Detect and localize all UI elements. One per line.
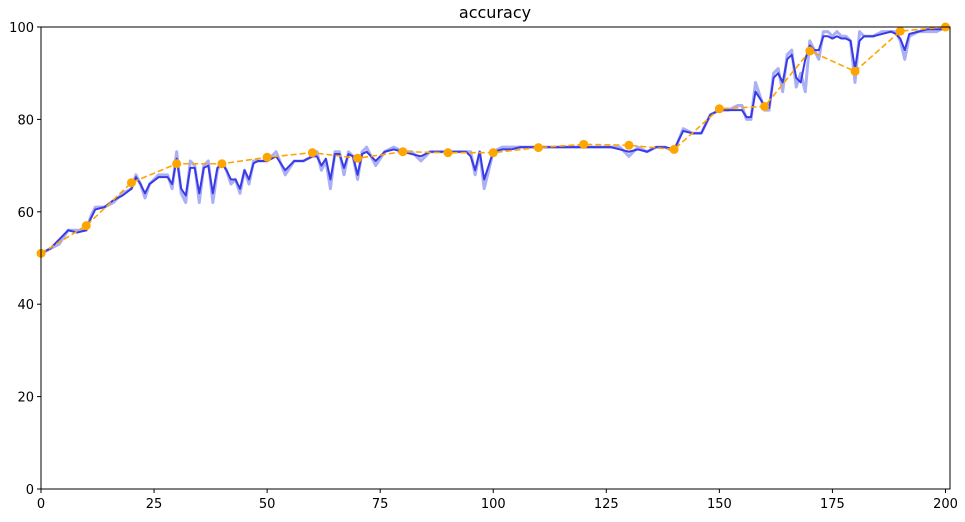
checkpoint-point xyxy=(624,140,634,150)
x-tick-label: 0 xyxy=(37,497,45,512)
checkpoint-point xyxy=(533,143,543,153)
checkpoint-point xyxy=(262,152,272,162)
checkpoint-point xyxy=(172,159,182,169)
checkpoint-point xyxy=(488,148,498,158)
axis-layer: 0 25 50 75 100 125 150 175 200 0 20 40 60 80 100 xyxy=(9,21,958,512)
checkpoint-point xyxy=(669,144,679,154)
checkpoint-point xyxy=(81,221,91,231)
checkpoint-point xyxy=(579,139,589,149)
checkpoint-point xyxy=(895,26,905,36)
y-tick-label: 60 xyxy=(17,206,34,221)
checkpoint-point xyxy=(443,148,453,158)
series-line-raw xyxy=(40,25,947,255)
y-tick-label: 20 xyxy=(17,391,34,406)
checkpoint-point xyxy=(714,104,724,114)
y-tick-label: 100 xyxy=(9,21,34,36)
series-line-smoothed xyxy=(40,28,946,255)
chart-title: accuracy xyxy=(459,3,531,22)
x-tick-label: 50 xyxy=(259,497,276,512)
y-tick-label: 0 xyxy=(26,483,34,498)
x-tick-label: 100 xyxy=(481,497,506,512)
checkpoint-point xyxy=(307,148,317,158)
plot-frame xyxy=(40,26,951,490)
checkpoint-point xyxy=(353,153,363,163)
checkpoint-point xyxy=(398,147,408,157)
x-tick-label: 25 xyxy=(146,497,163,512)
y-tick-label: 80 xyxy=(17,113,34,128)
y-tick-label: 40 xyxy=(17,298,34,313)
checkpoint-point xyxy=(217,159,227,169)
x-tick-label: 75 xyxy=(372,497,389,512)
series-line-checkpoints xyxy=(40,26,946,255)
checkpoint-point xyxy=(760,101,770,111)
series-layer xyxy=(36,22,950,258)
checkpoint-point xyxy=(805,46,815,56)
x-tick-label: 175 xyxy=(820,497,845,512)
checkpoint-point xyxy=(850,66,860,76)
x-tick-label: 125 xyxy=(594,497,619,512)
checkpoint-point xyxy=(126,178,136,188)
x-tick-label: 200 xyxy=(933,497,958,512)
x-tick-label: 150 xyxy=(707,497,732,512)
